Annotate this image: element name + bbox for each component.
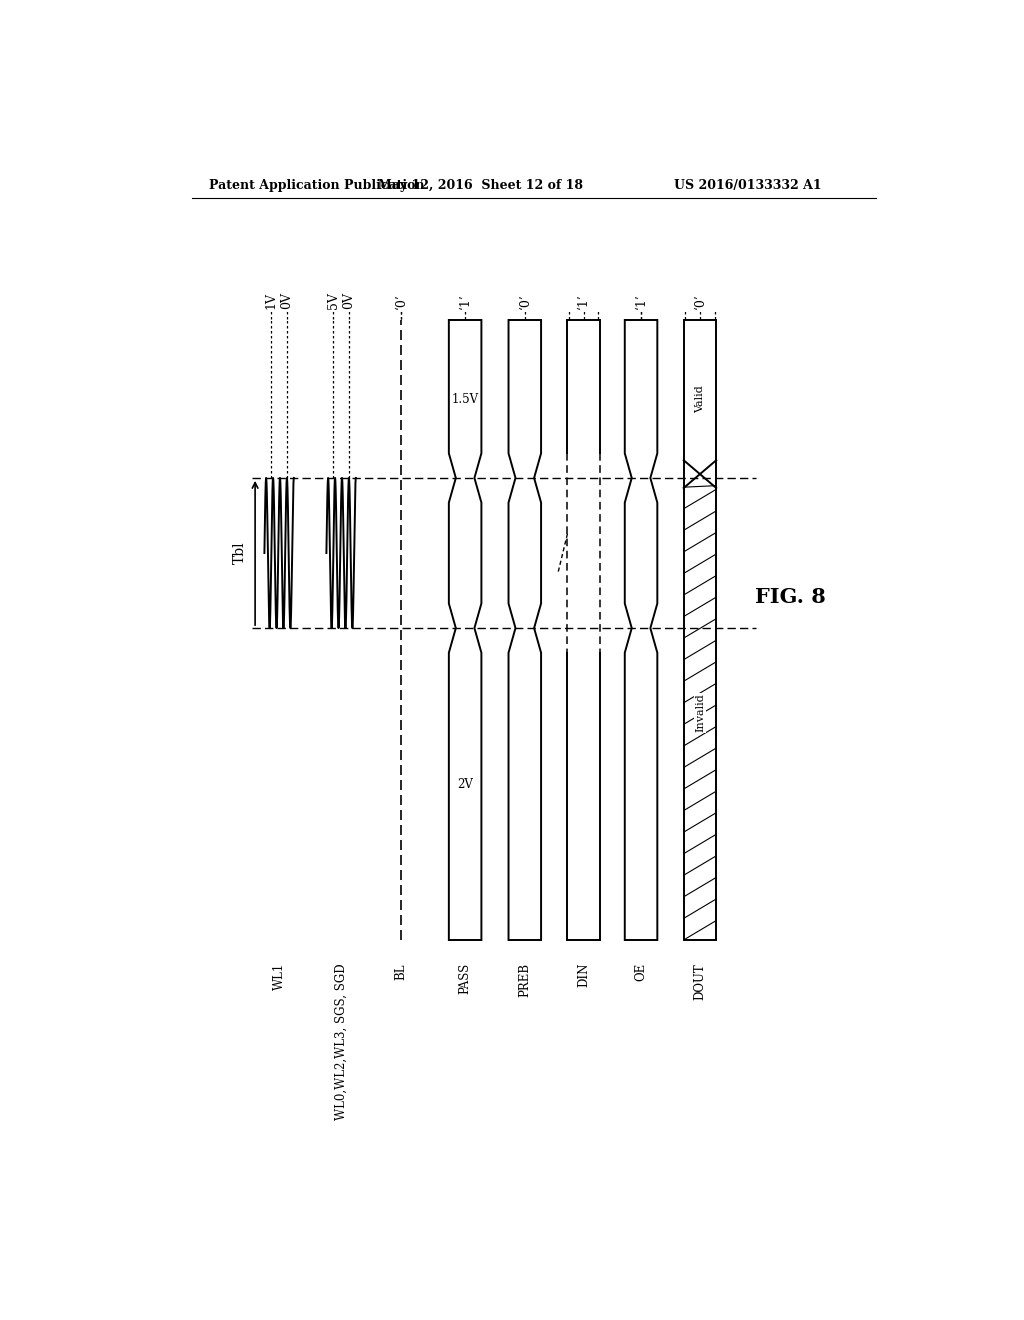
Text: 5V: 5V xyxy=(327,292,340,309)
Text: DOUT: DOUT xyxy=(693,964,707,999)
Text: 0V: 0V xyxy=(342,292,355,309)
Text: US 2016/0133332 A1: US 2016/0133332 A1 xyxy=(675,178,822,191)
Text: ‘1’: ‘1’ xyxy=(459,293,472,309)
Text: ‘0’: ‘0’ xyxy=(693,293,707,309)
Text: FIG. 8: FIG. 8 xyxy=(756,587,826,607)
Text: Valid: Valid xyxy=(695,385,705,413)
Text: BL: BL xyxy=(394,964,408,979)
Text: ‘1’: ‘1’ xyxy=(578,293,590,309)
Text: WL0,WL2,WL3, SGS, SGD: WL0,WL2,WL3, SGS, SGD xyxy=(335,964,347,1119)
Text: OE: OE xyxy=(635,964,647,981)
Text: Tbl: Tbl xyxy=(232,541,247,565)
Text: ‘0’: ‘0’ xyxy=(394,293,408,309)
Text: 0V: 0V xyxy=(281,292,293,309)
Text: ‘1’: ‘1’ xyxy=(635,293,647,309)
Text: 1.5V: 1.5V xyxy=(452,392,478,405)
Text: May 12, 2016  Sheet 12 of 18: May 12, 2016 Sheet 12 of 18 xyxy=(378,178,583,191)
Text: ‘0’: ‘0’ xyxy=(518,293,531,309)
Text: Invalid: Invalid xyxy=(695,693,705,733)
Text: DIN: DIN xyxy=(578,964,590,987)
Text: Patent Application Publication: Patent Application Publication xyxy=(209,178,425,191)
Text: 1V: 1V xyxy=(265,292,278,309)
Text: WL1: WL1 xyxy=(272,964,286,990)
Text: PREB: PREB xyxy=(518,964,531,997)
Text: 2V: 2V xyxy=(457,777,473,791)
Text: PASS: PASS xyxy=(459,964,472,994)
